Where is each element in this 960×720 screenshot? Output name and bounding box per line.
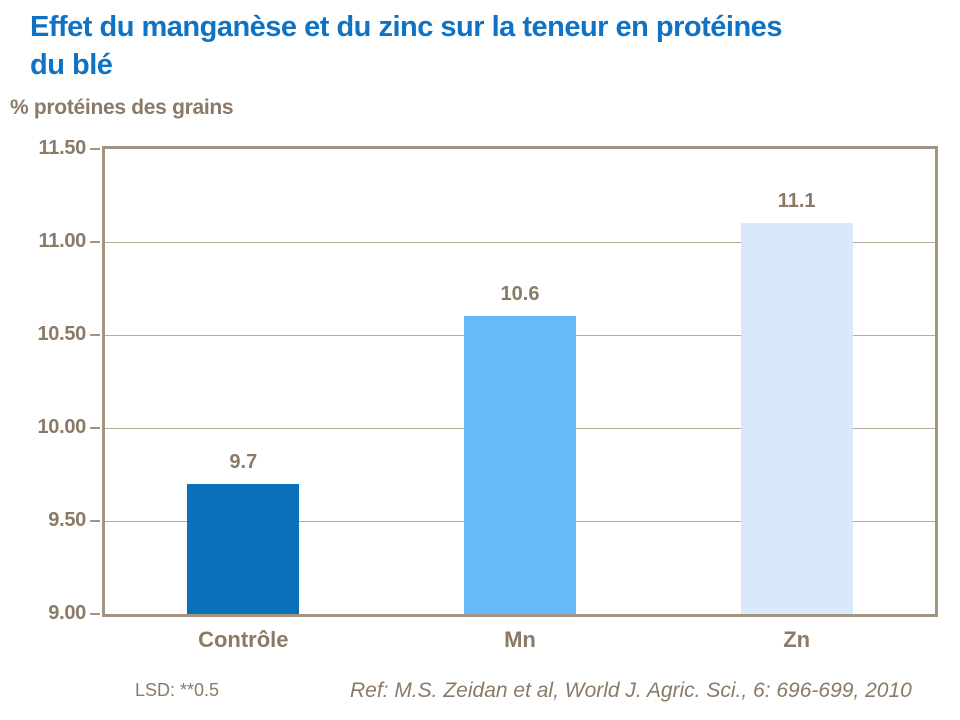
lsd-note: LSD: **0.5: [135, 680, 220, 700]
bar: [740, 223, 853, 614]
y-axis-title: % protéines des grains: [10, 96, 234, 119]
bar: [464, 316, 576, 614]
y-tick-mark: [90, 241, 100, 243]
plot-area: 9.7 10.6 11.1: [102, 146, 938, 617]
bar-value-label: 9.7: [229, 450, 258, 473]
bar-value-label: 10.6: [500, 283, 540, 306]
y-tick-mark: [90, 334, 100, 336]
y-tick-mark: [90, 148, 100, 150]
bar: [187, 483, 300, 614]
page-title: Effet du manganèse et du zinc sur la ten…: [30, 8, 930, 85]
y-tick-label: 11.00: [38, 230, 87, 252]
x-axis-label: Contrôle: [198, 627, 289, 652]
y-tick-label: 11.50: [38, 137, 87, 159]
y-tick-label: 9.00: [48, 602, 86, 624]
reference-note: Ref: M.S. Zeidan et al, World J. Agric. …: [350, 679, 912, 702]
x-axis-label: Mn: [504, 627, 536, 652]
page-title-line-2: du blé: [30, 49, 113, 82]
gridline: [105, 241, 935, 243]
y-tick-label: 10.50: [37, 323, 86, 345]
y-tick-label: 10.00: [37, 416, 86, 438]
bar-value-label: 11.1: [777, 190, 816, 213]
y-tick-mark: [90, 520, 100, 522]
page-title-line-1: Effet du manganèse et du zinc sur la ten…: [30, 11, 782, 43]
y-tick-mark: [90, 613, 100, 615]
y-tick-label: 9.50: [48, 509, 86, 531]
x-axis-label: Zn: [783, 627, 811, 652]
y-tick-mark: [90, 427, 100, 429]
